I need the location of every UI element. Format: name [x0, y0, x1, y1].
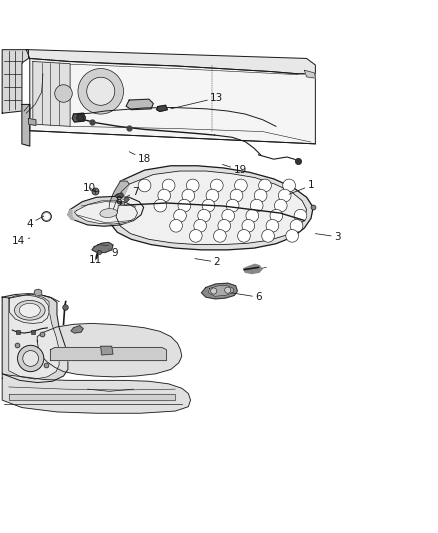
Circle shape	[246, 209, 259, 222]
Polygon shape	[68, 197, 144, 226]
Polygon shape	[68, 209, 74, 220]
Polygon shape	[72, 113, 85, 122]
Circle shape	[270, 209, 283, 222]
Circle shape	[182, 189, 195, 202]
Polygon shape	[10, 295, 49, 324]
Polygon shape	[2, 374, 191, 413]
Circle shape	[198, 209, 210, 222]
Circle shape	[77, 114, 84, 121]
Circle shape	[194, 220, 207, 232]
Polygon shape	[115, 193, 124, 198]
Polygon shape	[71, 326, 83, 333]
Circle shape	[218, 220, 230, 232]
Text: 19: 19	[223, 165, 247, 175]
Text: 14: 14	[12, 236, 30, 246]
Circle shape	[190, 230, 202, 242]
Circle shape	[254, 189, 267, 202]
Polygon shape	[50, 348, 166, 361]
Circle shape	[187, 179, 199, 192]
Polygon shape	[201, 283, 237, 299]
Circle shape	[225, 287, 231, 293]
Circle shape	[261, 230, 274, 242]
Circle shape	[87, 77, 115, 106]
Circle shape	[274, 199, 287, 212]
Text: 3: 3	[315, 232, 341, 242]
Circle shape	[237, 230, 251, 242]
Circle shape	[173, 209, 187, 222]
Polygon shape	[109, 181, 129, 214]
Circle shape	[242, 220, 254, 232]
Circle shape	[178, 199, 191, 212]
Polygon shape	[37, 324, 182, 377]
Circle shape	[230, 189, 243, 202]
Polygon shape	[126, 99, 153, 110]
Circle shape	[170, 220, 183, 232]
Circle shape	[211, 288, 217, 294]
Polygon shape	[116, 171, 307, 245]
Text: 8: 8	[115, 196, 122, 206]
Polygon shape	[26, 50, 315, 74]
Text: 18: 18	[129, 152, 151, 164]
Circle shape	[226, 199, 239, 212]
Ellipse shape	[14, 301, 45, 320]
Text: 10: 10	[83, 183, 96, 192]
Circle shape	[286, 230, 299, 242]
Circle shape	[266, 220, 279, 232]
Polygon shape	[34, 289, 42, 296]
Polygon shape	[304, 70, 315, 78]
Polygon shape	[33, 61, 70, 126]
Polygon shape	[9, 295, 59, 379]
Text: 6: 6	[231, 292, 262, 302]
Circle shape	[290, 220, 303, 232]
Circle shape	[154, 199, 166, 212]
Circle shape	[23, 351, 39, 366]
Circle shape	[78, 69, 124, 114]
Circle shape	[210, 179, 223, 192]
Circle shape	[158, 189, 171, 202]
Polygon shape	[157, 106, 167, 111]
Text: 13: 13	[171, 93, 223, 109]
Circle shape	[138, 179, 151, 192]
Polygon shape	[2, 294, 68, 383]
Ellipse shape	[100, 208, 117, 217]
Polygon shape	[110, 166, 313, 250]
Polygon shape	[9, 393, 175, 400]
Text: 7: 7	[127, 187, 139, 197]
Text: 9: 9	[109, 248, 118, 259]
Circle shape	[222, 209, 235, 222]
Circle shape	[283, 179, 296, 192]
Circle shape	[214, 230, 226, 242]
Circle shape	[55, 85, 72, 102]
Polygon shape	[118, 183, 129, 207]
Polygon shape	[22, 104, 30, 146]
Circle shape	[294, 209, 307, 222]
Polygon shape	[30, 59, 70, 126]
Circle shape	[278, 189, 291, 202]
Text: 4: 4	[26, 216, 44, 229]
Ellipse shape	[19, 303, 40, 317]
Text: 1: 1	[289, 181, 314, 194]
Polygon shape	[244, 264, 262, 273]
Polygon shape	[28, 118, 36, 125]
Text: 2: 2	[195, 257, 220, 267]
Polygon shape	[30, 59, 315, 144]
Circle shape	[162, 179, 175, 192]
Circle shape	[202, 199, 215, 212]
Circle shape	[234, 179, 247, 192]
Polygon shape	[101, 346, 113, 355]
Circle shape	[258, 179, 271, 192]
Polygon shape	[2, 50, 28, 113]
Polygon shape	[92, 243, 113, 253]
Text: 11: 11	[89, 255, 102, 265]
Polygon shape	[74, 201, 138, 224]
Polygon shape	[208, 286, 233, 296]
Circle shape	[18, 345, 44, 372]
Circle shape	[251, 199, 263, 212]
Circle shape	[206, 189, 219, 202]
